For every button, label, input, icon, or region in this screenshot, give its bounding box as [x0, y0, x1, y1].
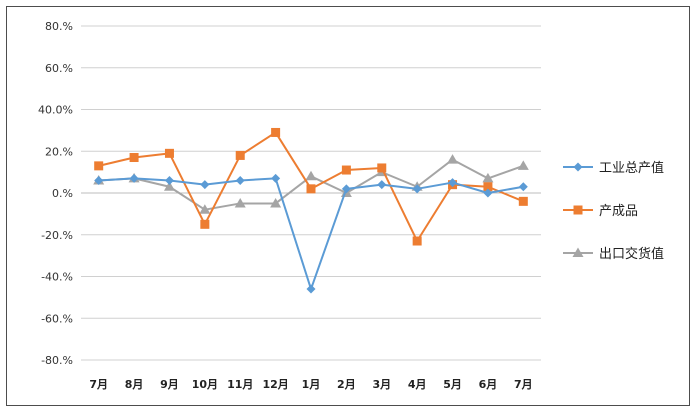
data-point [306, 284, 316, 294]
line-chart: 80.% 60.% 40.0% 20.% 0.% -20.% -40.% -60.% -80.%… [38, 20, 664, 391]
data-point [235, 175, 245, 185]
legend-entry: 产成品 [563, 204, 638, 219]
y-tick-label: -20.% [41, 229, 73, 242]
legend-entry: 出口交货值 [563, 246, 664, 262]
data-point [94, 175, 104, 185]
x-tick-label: 9月 [160, 378, 179, 391]
data-point [341, 184, 351, 194]
data-point [199, 204, 211, 214]
y-tick-label: -80.% [41, 354, 73, 367]
data-point [517, 160, 529, 170]
series-1 [94, 173, 528, 294]
y-tick-label: 40.0% [38, 104, 73, 117]
x-tick-label: 10月 [192, 378, 218, 391]
x-tick-label: 7月 [89, 378, 108, 391]
legend-entry: 工业总产值 [563, 160, 664, 176]
chart-frame: 80.% 60.% 40.0% 20.% 0.% -20.% -40.% -60.% -80.%… [6, 6, 690, 406]
data-point [270, 197, 282, 208]
data-point [518, 182, 528, 192]
data-point [412, 184, 422, 194]
data-point [271, 173, 281, 183]
x-tick-label: 8月 [125, 378, 144, 391]
data-point [306, 184, 316, 194]
data-point [341, 165, 351, 175]
series-lines [93, 127, 529, 294]
data-point [94, 161, 104, 171]
data-point [412, 236, 422, 246]
data-point [234, 197, 246, 208]
data-point [235, 150, 245, 160]
data-point [200, 219, 210, 229]
data-point [164, 148, 174, 158]
y-tick-label: 80.% [45, 20, 73, 33]
data-point [482, 172, 494, 183]
data-point [447, 154, 459, 164]
data-point [518, 196, 528, 206]
x-tick-label: 3月 [372, 378, 391, 391]
y-tick-label: 0.% [52, 187, 73, 200]
data-point [271, 127, 281, 137]
data-point [377, 163, 387, 173]
y-tick-label: 60.% [45, 62, 73, 75]
data-point [305, 170, 317, 181]
x-tick-label: 6月 [479, 378, 498, 391]
data-point [163, 181, 175, 191]
y-tick-label: 20.% [45, 145, 73, 158]
y-tick-label: -60.% [41, 312, 73, 325]
legend-label: 工业总产值 [599, 160, 664, 176]
data-point [483, 188, 493, 198]
y-tick-label: -40.% [41, 271, 73, 284]
x-tick-label: 2月 [337, 378, 356, 391]
legend-label: 产成品 [599, 204, 638, 219]
x-tick-label: 1月 [302, 378, 321, 391]
x-tick-label: 7月 [514, 378, 533, 391]
x-axis-tick-labels: 7月 8月 9月 10月 11月 12月 1月 2月 3月 4月 5月 6月 7月 [89, 378, 532, 391]
data-point [377, 180, 387, 190]
x-tick-label: 12月 [262, 378, 288, 391]
legend-marker [573, 205, 583, 215]
data-point [164, 175, 174, 185]
x-tick-label: 11月 [227, 378, 253, 391]
series-2 [94, 127, 528, 246]
series-3 [93, 154, 529, 214]
legend-marker [573, 162, 583, 172]
data-point [129, 153, 139, 163]
data-point [200, 180, 210, 190]
legend-marker [572, 247, 584, 257]
data-point [483, 182, 493, 192]
y-axis-tick-labels: 80.% 60.% 40.0% 20.% 0.% -20.% -40.% -60.% -80.% [38, 20, 73, 367]
x-tick-label: 5月 [443, 378, 462, 391]
data-point [448, 178, 458, 188]
legend-label: 出口交货值 [599, 246, 664, 262]
series-line [98, 177, 524, 291]
data-point [129, 173, 139, 183]
x-tick-label: 4月 [408, 378, 427, 391]
